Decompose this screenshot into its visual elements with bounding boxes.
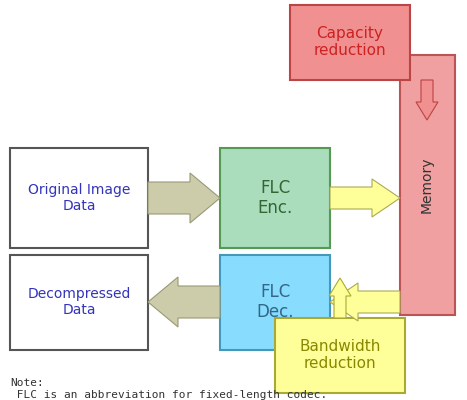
FancyArrow shape bbox=[330, 179, 400, 217]
Bar bbox=[275, 318, 405, 393]
FancyArrow shape bbox=[330, 283, 400, 321]
Text: Memory: Memory bbox=[420, 157, 434, 213]
Text: Capacity
reduction: Capacity reduction bbox=[314, 26, 386, 58]
Text: FLC
Dec.: FLC Dec. bbox=[256, 282, 294, 322]
Bar bbox=[10, 148, 148, 248]
Text: FLC
Enc.: FLC Enc. bbox=[257, 178, 293, 218]
Text: Bandwidth
reduction: Bandwidth reduction bbox=[299, 339, 381, 371]
FancyArrow shape bbox=[148, 173, 220, 223]
Bar bbox=[220, 255, 330, 350]
FancyArrow shape bbox=[416, 80, 438, 120]
Bar bbox=[400, 55, 455, 315]
FancyArrow shape bbox=[329, 278, 351, 318]
Bar bbox=[290, 5, 410, 80]
Bar bbox=[220, 148, 330, 248]
Bar bbox=[10, 255, 148, 350]
Text: Original Image
Data: Original Image Data bbox=[28, 183, 130, 213]
Text: Decompressed
Data: Decompressed Data bbox=[27, 287, 131, 317]
FancyArrow shape bbox=[148, 277, 220, 327]
Text: Note:
 FLC is an abbreviation for fixed-length codec.: Note: FLC is an abbreviation for fixed-l… bbox=[10, 378, 327, 400]
